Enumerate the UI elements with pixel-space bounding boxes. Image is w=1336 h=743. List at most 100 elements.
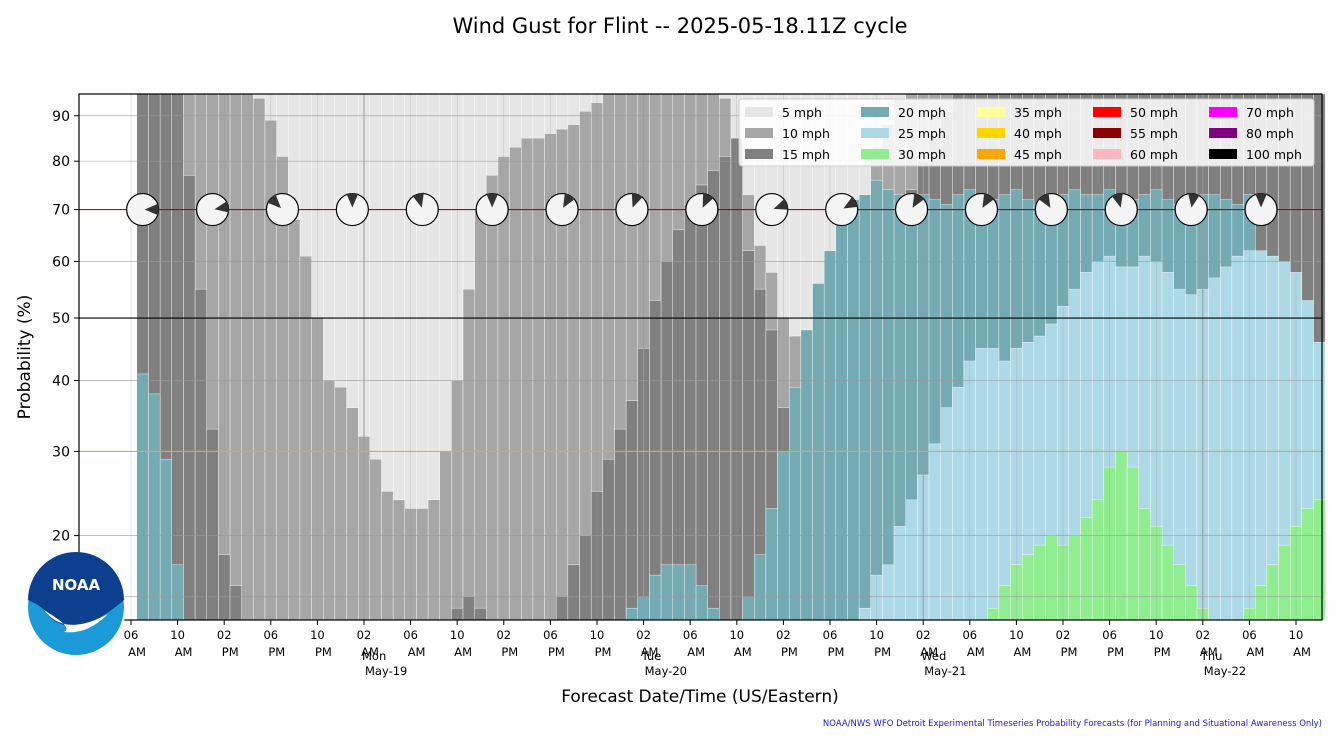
bar bbox=[754, 554, 767, 621]
bar bbox=[649, 300, 662, 621]
x-tick-ampm: AM bbox=[641, 645, 659, 659]
legend-label: 40 mph bbox=[1014, 126, 1062, 141]
wind-direction-marker bbox=[405, 192, 439, 227]
y-tick-label: 30 bbox=[52, 444, 70, 460]
bar bbox=[789, 386, 802, 621]
y-tick-label: 40 bbox=[52, 374, 70, 390]
plot-frame bbox=[78, 93, 1323, 621]
direction-wedge bbox=[1038, 192, 1051, 208]
x-tick-hour: 06 bbox=[263, 628, 278, 642]
direction-wedge bbox=[702, 192, 715, 208]
bar bbox=[695, 184, 708, 621]
bar bbox=[1022, 554, 1035, 621]
legend-swatch bbox=[745, 107, 773, 117]
bar bbox=[1255, 250, 1268, 621]
bar bbox=[136, 373, 149, 621]
wind-direction-marker bbox=[1104, 192, 1138, 227]
x-tick-ampm: PM bbox=[781, 645, 798, 659]
legend-label: 45 mph bbox=[1014, 147, 1062, 162]
wind-direction-marker bbox=[545, 192, 579, 227]
x-tick-hour: 10 bbox=[869, 628, 884, 642]
legend-swatch bbox=[745, 149, 773, 159]
bar bbox=[1208, 277, 1221, 621]
bar bbox=[1033, 544, 1046, 621]
marker-circle bbox=[685, 192, 719, 227]
direction-wedge bbox=[1188, 192, 1200, 208]
bar bbox=[1185, 294, 1198, 621]
direction-wedge bbox=[412, 192, 424, 208]
direction-wedge bbox=[1111, 192, 1123, 208]
bar bbox=[288, 219, 301, 621]
x-tick-ampm: AM bbox=[361, 645, 379, 659]
wind-direction-marker bbox=[475, 192, 509, 227]
bar bbox=[1301, 508, 1314, 621]
x-tick-hour: 10 bbox=[729, 628, 744, 642]
direction-wedge bbox=[214, 200, 230, 213]
x-tick-ampm: AM bbox=[1247, 645, 1265, 659]
direction-wedge bbox=[982, 192, 995, 208]
y-tick-label: 80 bbox=[52, 154, 70, 170]
bar bbox=[462, 288, 475, 621]
noaa-logo-text: NOAA bbox=[52, 576, 101, 594]
wind-direction-marker bbox=[1174, 192, 1208, 227]
bar bbox=[952, 386, 965, 621]
bar bbox=[1161, 544, 1174, 621]
y-axis-label: Probability (%) bbox=[15, 295, 35, 420]
wind-direction-marker bbox=[615, 192, 649, 227]
x-tick-hour: 06 bbox=[1242, 628, 1257, 642]
bar bbox=[194, 288, 207, 621]
x-tick-hour: 02 bbox=[357, 628, 372, 642]
bar bbox=[381, 491, 394, 621]
direction-wedge bbox=[631, 192, 644, 208]
legend-swatch bbox=[1093, 128, 1121, 138]
legend-label: 10 mph bbox=[782, 126, 830, 141]
wind-direction-marker bbox=[685, 192, 719, 227]
chart-title: Wind Gust for Flint -- 2025-05-18.11Z cy… bbox=[452, 14, 907, 38]
bar bbox=[975, 348, 988, 621]
x-tick-hour: 06 bbox=[823, 628, 838, 642]
x-tick-ampm: PM bbox=[268, 645, 285, 659]
bar bbox=[486, 175, 499, 621]
direction-wedge bbox=[266, 193, 282, 209]
bar bbox=[323, 380, 336, 621]
legend-swatch bbox=[977, 107, 1005, 117]
bar bbox=[1080, 517, 1093, 621]
bar bbox=[474, 607, 487, 621]
x-tick-ampm: AM bbox=[920, 645, 938, 659]
x-tick-hour: 06 bbox=[962, 628, 977, 642]
bar bbox=[392, 499, 405, 621]
marker-circle bbox=[615, 192, 649, 227]
wind-direction-marker bbox=[825, 192, 859, 227]
bar bbox=[532, 137, 545, 621]
bar bbox=[882, 189, 895, 621]
bar bbox=[1173, 564, 1186, 621]
x-tick-ampm: AM bbox=[454, 645, 472, 659]
wind-direction-marker bbox=[1034, 192, 1068, 227]
direction-wedge bbox=[912, 192, 925, 208]
x-tick-hour: 10 bbox=[590, 628, 605, 642]
wind-direction-marker bbox=[755, 192, 789, 227]
bar bbox=[940, 407, 953, 621]
legend-label: 60 mph bbox=[1130, 147, 1178, 162]
bar bbox=[987, 348, 1000, 621]
noaa-logo: NOAA bbox=[26, 552, 126, 657]
bar bbox=[905, 499, 918, 621]
x-tick-day: Mon bbox=[362, 649, 386, 663]
marker-circle bbox=[755, 192, 789, 227]
bar bbox=[1045, 535, 1058, 621]
x-tick-hour: 10 bbox=[1009, 628, 1024, 642]
bar bbox=[1313, 499, 1326, 621]
legend-swatch bbox=[745, 128, 773, 138]
bar bbox=[229, 585, 242, 621]
legend-label: 100 mph bbox=[1246, 147, 1302, 162]
bar bbox=[835, 209, 848, 621]
x-tick-hour: 10 bbox=[310, 628, 325, 642]
y-tick-label: 70 bbox=[52, 203, 70, 219]
bar bbox=[241, 93, 254, 621]
wind-direction-marker bbox=[195, 192, 230, 227]
x-tick-ampm: PM bbox=[548, 645, 565, 659]
x-tick-ampm: PM bbox=[1107, 645, 1124, 659]
x-tick-ampm: AM bbox=[408, 645, 426, 659]
bar bbox=[672, 564, 685, 621]
x-tick-ampm: AM bbox=[967, 645, 985, 659]
